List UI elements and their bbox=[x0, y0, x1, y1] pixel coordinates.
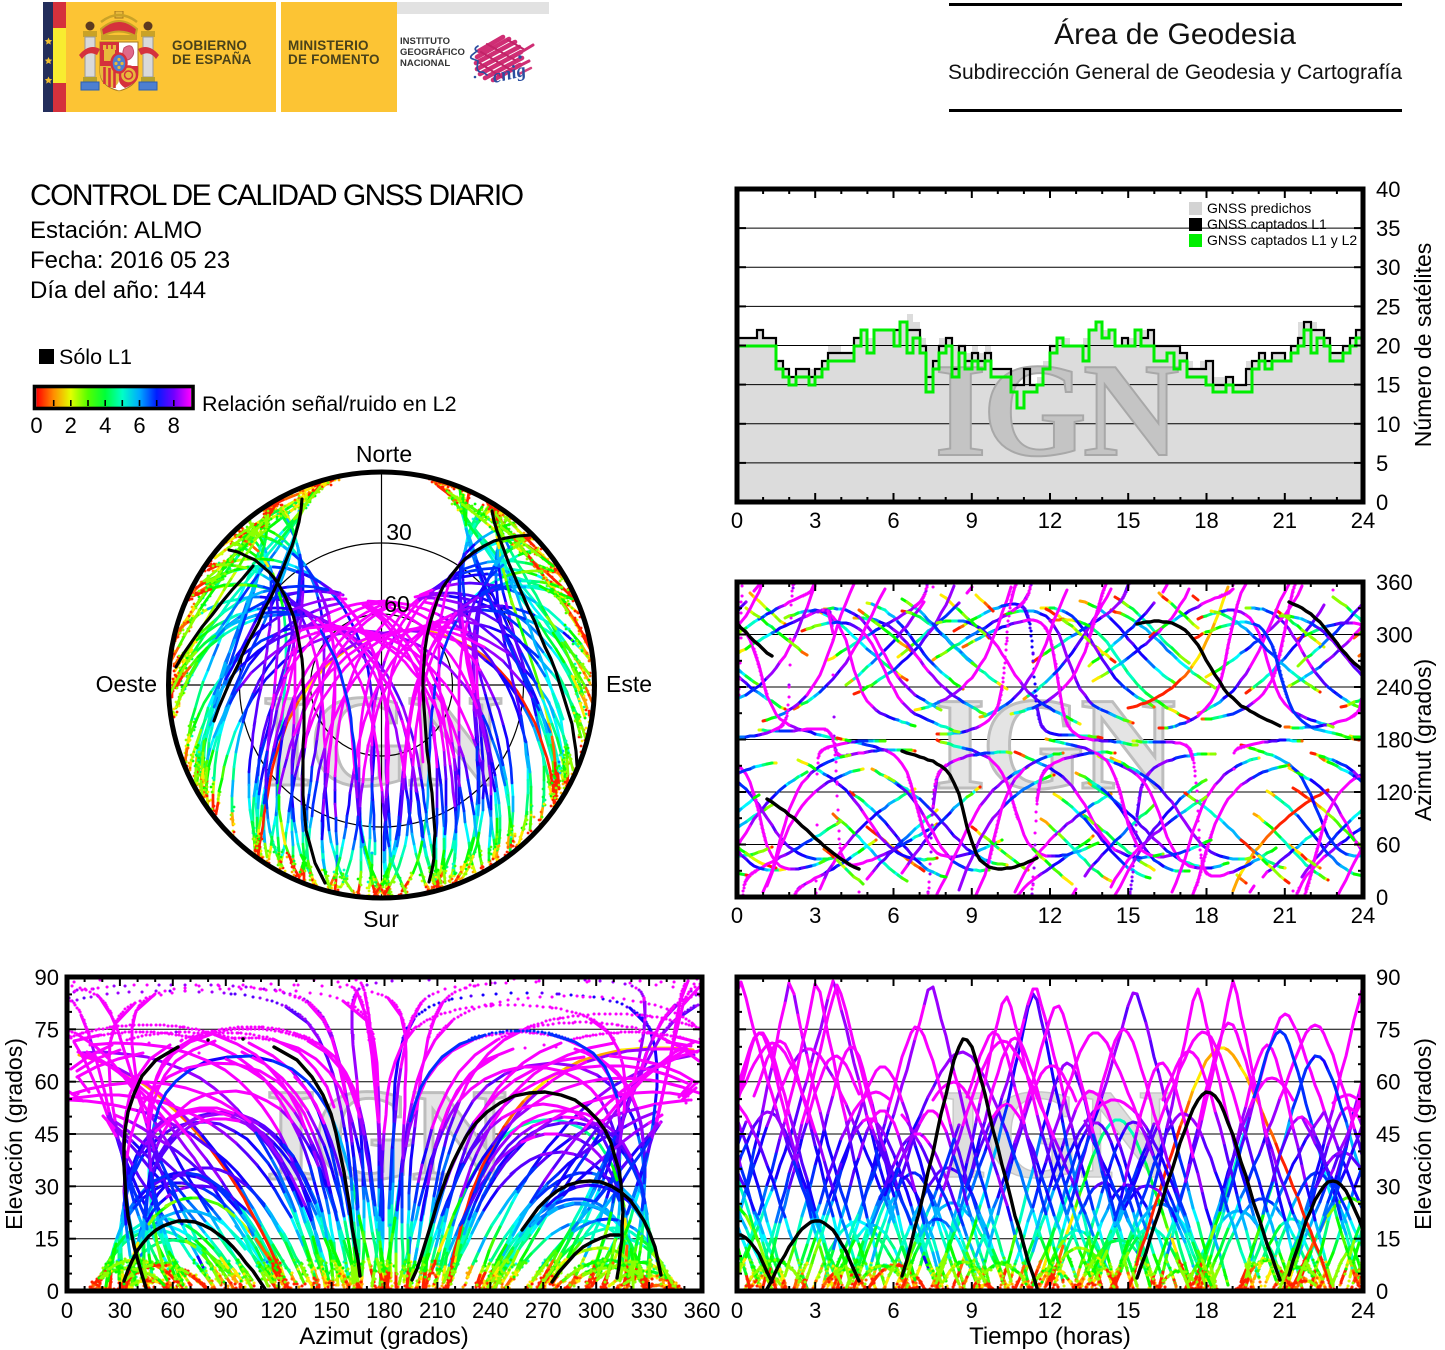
svg-text:Este: Este bbox=[606, 671, 652, 697]
svg-text:0: 0 bbox=[61, 1298, 73, 1323]
svg-text:330: 330 bbox=[631, 1298, 668, 1323]
svg-text:6: 6 bbox=[887, 903, 899, 928]
svg-text:150: 150 bbox=[313, 1298, 350, 1323]
svg-text:90: 90 bbox=[35, 965, 59, 990]
svg-text:3: 3 bbox=[809, 903, 821, 928]
svg-text:Sólo L1: Sólo L1 bbox=[59, 345, 132, 369]
svg-text:270: 270 bbox=[525, 1298, 562, 1323]
svg-text:240: 240 bbox=[472, 1298, 509, 1323]
svg-text:180: 180 bbox=[1376, 728, 1413, 753]
svg-text:120: 120 bbox=[1376, 780, 1413, 805]
svg-text:Elevación (grados): Elevación (grados) bbox=[1410, 1038, 1436, 1230]
svg-text:5: 5 bbox=[1376, 451, 1388, 476]
svg-text:15: 15 bbox=[1116, 1298, 1140, 1323]
svg-text:60: 60 bbox=[384, 591, 410, 617]
svg-text:75: 75 bbox=[35, 1017, 59, 1042]
svg-text:21: 21 bbox=[1273, 1298, 1297, 1323]
svg-text:24: 24 bbox=[1351, 1298, 1375, 1323]
svg-text:12: 12 bbox=[1038, 1298, 1062, 1323]
svg-text:60: 60 bbox=[35, 1070, 59, 1095]
svg-text:0: 0 bbox=[731, 1298, 743, 1323]
svg-text:Sur: Sur bbox=[363, 906, 399, 932]
svg-text:60: 60 bbox=[161, 1298, 185, 1323]
svg-text:0: 0 bbox=[731, 903, 743, 928]
svg-text:24: 24 bbox=[1351, 903, 1375, 928]
svg-text:20: 20 bbox=[1376, 334, 1400, 359]
svg-text:8: 8 bbox=[168, 413, 180, 438]
svg-text:GNSS captados L1: GNSS captados L1 bbox=[1207, 216, 1327, 232]
svg-text:0: 0 bbox=[731, 508, 743, 533]
svg-text:15: 15 bbox=[1116, 903, 1140, 928]
svg-text:240: 240 bbox=[1376, 675, 1413, 700]
svg-text:180: 180 bbox=[366, 1298, 403, 1323]
svg-text:30: 30 bbox=[108, 1298, 132, 1323]
svg-text:90: 90 bbox=[214, 1298, 238, 1323]
svg-text:Número de satélites: Número de satélites bbox=[1410, 243, 1436, 448]
svg-text:12: 12 bbox=[1038, 508, 1062, 533]
svg-text:21: 21 bbox=[1273, 508, 1297, 533]
svg-text:4: 4 bbox=[99, 413, 111, 438]
svg-text:40: 40 bbox=[1376, 177, 1400, 202]
svg-text:GNSS captados L1 y L2: GNSS captados L1 y L2 bbox=[1207, 232, 1357, 248]
svg-text:60: 60 bbox=[1376, 833, 1400, 858]
svg-text:15: 15 bbox=[1116, 508, 1140, 533]
svg-text:3: 3 bbox=[809, 508, 821, 533]
svg-text:0: 0 bbox=[1376, 885, 1388, 910]
svg-text:Tiempo (horas): Tiempo (horas) bbox=[969, 1323, 1131, 1350]
svg-text:3: 3 bbox=[809, 1298, 821, 1323]
svg-text:30: 30 bbox=[1376, 255, 1400, 280]
svg-text:300: 300 bbox=[1376, 623, 1413, 648]
svg-text:2: 2 bbox=[65, 413, 77, 438]
svg-text:25: 25 bbox=[1376, 294, 1400, 319]
svg-text:45: 45 bbox=[1376, 1122, 1400, 1147]
svg-text:75: 75 bbox=[1376, 1017, 1400, 1042]
svg-text:360: 360 bbox=[1376, 570, 1413, 595]
svg-text:9: 9 bbox=[966, 1298, 978, 1323]
svg-text:Azimut (grados): Azimut (grados) bbox=[299, 1323, 468, 1350]
svg-text:18: 18 bbox=[1194, 508, 1218, 533]
svg-text:0: 0 bbox=[30, 413, 42, 438]
svg-text:45: 45 bbox=[35, 1122, 59, 1147]
svg-text:24: 24 bbox=[1351, 508, 1375, 533]
svg-text:0: 0 bbox=[47, 1279, 59, 1304]
svg-text:120: 120 bbox=[260, 1298, 297, 1323]
svg-text:21: 21 bbox=[1273, 903, 1297, 928]
svg-text:30: 30 bbox=[35, 1174, 59, 1199]
svg-text:15: 15 bbox=[35, 1227, 59, 1252]
svg-text:90: 90 bbox=[1376, 965, 1400, 990]
svg-text:9: 9 bbox=[966, 903, 978, 928]
svg-text:35: 35 bbox=[1376, 216, 1400, 241]
svg-text:30: 30 bbox=[1376, 1174, 1400, 1199]
svg-text:10: 10 bbox=[1376, 412, 1400, 437]
svg-text:30: 30 bbox=[386, 519, 412, 545]
svg-text:210: 210 bbox=[419, 1298, 456, 1323]
svg-text:15: 15 bbox=[1376, 1227, 1400, 1252]
svg-text:300: 300 bbox=[578, 1298, 615, 1323]
svg-text:0: 0 bbox=[1376, 490, 1388, 515]
svg-text:0: 0 bbox=[1376, 1279, 1388, 1304]
svg-text:6: 6 bbox=[887, 1298, 899, 1323]
svg-text:Azimut (grados): Azimut (grados) bbox=[1410, 659, 1436, 821]
svg-text:Relación señal/ruido en L2: Relación señal/ruido en L2 bbox=[202, 392, 457, 416]
svg-text:18: 18 bbox=[1194, 1298, 1218, 1323]
svg-text:360: 360 bbox=[684, 1298, 721, 1323]
svg-text:6: 6 bbox=[887, 508, 899, 533]
svg-text:60: 60 bbox=[1376, 1070, 1400, 1095]
svg-text:GNSS predichos: GNSS predichos bbox=[1207, 200, 1311, 216]
svg-text:6: 6 bbox=[133, 413, 145, 438]
svg-text:15: 15 bbox=[1376, 373, 1400, 398]
svg-text:9: 9 bbox=[966, 508, 978, 533]
svg-text:18: 18 bbox=[1194, 903, 1218, 928]
svg-text:Oeste: Oeste bbox=[96, 671, 157, 697]
svg-text:Elevación (grados): Elevación (grados) bbox=[1, 1038, 27, 1230]
svg-text:Norte: Norte bbox=[356, 441, 412, 467]
svg-text:12: 12 bbox=[1038, 903, 1062, 928]
